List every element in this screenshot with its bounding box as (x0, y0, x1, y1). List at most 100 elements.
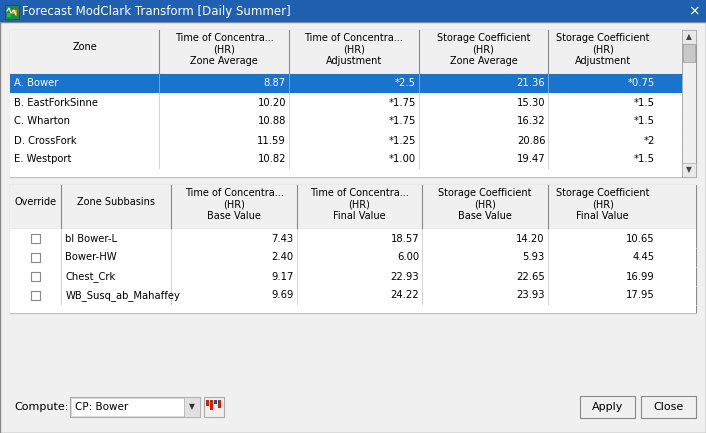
Bar (10, 267, 696, 286)
Text: B. EastForkSinne: B. EastForkSinne (14, 97, 98, 107)
Text: (HR): (HR) (223, 200, 245, 210)
Text: 22.65: 22.65 (516, 271, 545, 281)
Text: ▼: ▼ (189, 403, 195, 411)
Text: *1.5: *1.5 (634, 155, 654, 165)
Text: (HR): (HR) (343, 45, 365, 55)
Text: Override: Override (15, 197, 56, 207)
Text: Adjustment: Adjustment (575, 56, 631, 66)
Text: *1.00: *1.00 (388, 155, 416, 165)
Text: 6.00: 6.00 (397, 252, 419, 262)
Bar (682, 163, 696, 177)
Text: *2.5: *2.5 (395, 78, 416, 88)
Text: *1.5: *1.5 (634, 97, 654, 107)
Text: Base Value: Base Value (207, 211, 261, 221)
Text: *1.75: *1.75 (388, 116, 416, 126)
Text: 19.47: 19.47 (517, 155, 545, 165)
Text: E. Westport: E. Westport (14, 155, 71, 165)
Bar (10, 286, 696, 305)
Bar (682, 30, 696, 44)
Text: Final Value: Final Value (576, 211, 629, 221)
Bar (10, 131, 682, 150)
Text: Time of Concentra...: Time of Concentra... (174, 33, 273, 43)
Bar (210, 400, 213, 410)
Bar (206, 400, 209, 406)
Text: 8.87: 8.87 (264, 78, 286, 88)
Bar (7, 13, 11, 17)
Bar (682, 30, 696, 177)
Text: 16.32: 16.32 (517, 116, 545, 126)
Text: *0.75: *0.75 (628, 78, 654, 88)
Text: 10.20: 10.20 (258, 97, 286, 107)
Text: Time of Concentra...: Time of Concentra... (304, 33, 403, 43)
Text: 10.82: 10.82 (258, 155, 286, 165)
Text: 16.99: 16.99 (626, 271, 654, 281)
Bar (10, 169, 682, 177)
Text: Chest_Crk: Chest_Crk (66, 271, 116, 282)
Bar (10, 112, 682, 131)
Text: Storage Coefficient: Storage Coefficient (437, 33, 530, 43)
Text: Storage Coefficient: Storage Coefficient (438, 188, 532, 198)
Bar (70, 397, 200, 417)
Bar (683, 44, 695, 62)
Bar (10, 229, 696, 248)
Text: 14.20: 14.20 (516, 233, 545, 243)
Text: (HR): (HR) (474, 200, 496, 210)
Text: Time of Concentra...: Time of Concentra... (310, 188, 409, 198)
Text: *1.75: *1.75 (388, 97, 416, 107)
Bar (214, 400, 217, 404)
Text: 9.17: 9.17 (271, 271, 294, 281)
Text: (HR): (HR) (213, 45, 235, 55)
Text: 23.93: 23.93 (516, 291, 545, 301)
Bar (204, 397, 224, 417)
Bar (31, 291, 40, 300)
Bar (10, 305, 696, 313)
Text: 9.69: 9.69 (271, 291, 294, 301)
Text: Storage Coefficient: Storage Coefficient (556, 33, 650, 43)
Text: 24.22: 24.22 (390, 291, 419, 301)
Text: Final Value: Final Value (333, 211, 386, 221)
Text: Close: Close (653, 402, 683, 412)
Bar (580, 396, 635, 418)
Text: Compute:: Compute: (14, 402, 68, 412)
Text: (HR): (HR) (592, 45, 614, 55)
Text: Adjustment: Adjustment (325, 56, 382, 66)
Bar (5, 5, 19, 19)
Text: ▼: ▼ (686, 165, 692, 174)
Bar (10, 74, 682, 93)
Text: (HR): (HR) (349, 200, 371, 210)
Bar (71, 398, 199, 416)
Text: 10.88: 10.88 (258, 116, 286, 126)
Text: WB_Susq_ab_Mahaffey: WB_Susq_ab_Mahaffey (66, 290, 180, 301)
Bar (10, 93, 682, 112)
Text: Zone Subbasins: Zone Subbasins (78, 197, 155, 207)
Text: *1.5: *1.5 (634, 116, 654, 126)
Text: Zone: Zone (72, 42, 97, 52)
Text: Storage Coefficient: Storage Coefficient (556, 188, 650, 198)
Text: (HR): (HR) (592, 200, 614, 210)
Text: A. Bower: A. Bower (14, 78, 59, 88)
Text: 15.30: 15.30 (517, 97, 545, 107)
Text: C. Wharton: C. Wharton (14, 116, 70, 126)
Text: 18.57: 18.57 (390, 233, 419, 243)
Bar (0, 0, 706, 22)
Bar (10, 30, 696, 177)
Bar (218, 400, 221, 408)
Bar (10, 30, 682, 74)
Text: bl Bower-L: bl Bower-L (66, 233, 117, 243)
Text: 20.86: 20.86 (517, 136, 545, 145)
Bar (12, 10, 17, 14)
Bar (10, 185, 696, 229)
Bar (31, 253, 40, 262)
Bar (184, 397, 200, 417)
Text: 10.65: 10.65 (626, 233, 654, 243)
Text: 5.93: 5.93 (522, 252, 545, 262)
Text: *1.25: *1.25 (388, 136, 416, 145)
Text: CP: Bower: CP: Bower (75, 402, 128, 412)
Text: Zone Average: Zone Average (190, 56, 258, 66)
Bar (10, 185, 696, 313)
Text: Zone Average: Zone Average (450, 56, 517, 66)
Text: 7.43: 7.43 (272, 233, 294, 243)
Text: 21.36: 21.36 (517, 78, 545, 88)
Text: Base Value: Base Value (458, 211, 512, 221)
Text: D. CrossFork: D. CrossFork (14, 136, 77, 145)
